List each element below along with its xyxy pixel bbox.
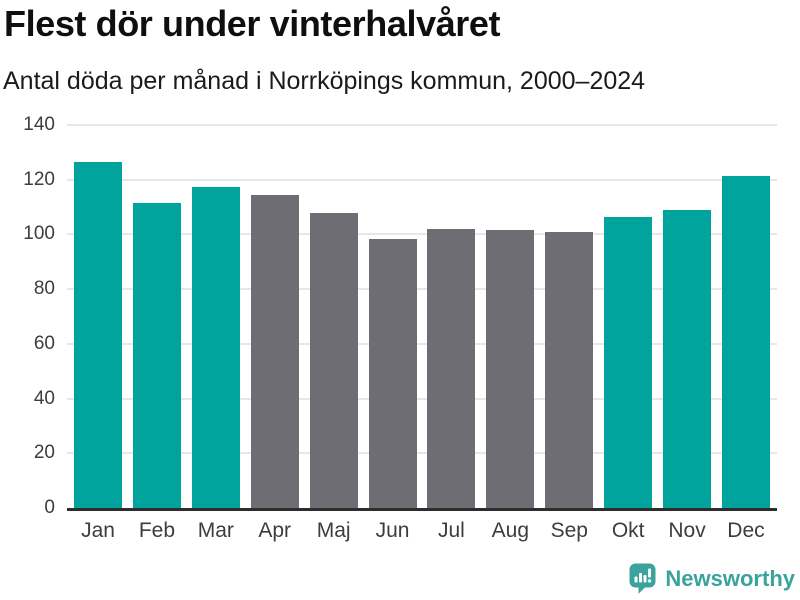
bar-jul	[427, 228, 476, 508]
y-tick-label-60: 60	[33, 332, 55, 354]
x-label-mar: Mar	[197, 519, 234, 542]
gridline-100	[67, 233, 777, 236]
y-tick-label-120: 120	[23, 168, 55, 190]
x-label-apr: Apr	[258, 519, 292, 542]
brand-name: Newsworthy	[665, 565, 795, 591]
bar-nov	[663, 209, 712, 508]
y-tick-label-20: 20	[33, 442, 55, 464]
bar-jan	[74, 161, 122, 508]
x-label-nov: Nov	[668, 519, 706, 542]
bars-layer	[74, 125, 770, 508]
chart-title: Flest dör under vinterhalvåret	[4, 3, 501, 44]
y-axis-labels: 0 20 40 60 80 100 120 140	[0, 115, 55, 517]
bar-aug	[486, 230, 535, 508]
x-label-sep: Sep	[550, 519, 588, 542]
x-label-jun: Jun	[375, 519, 410, 542]
gridline-120	[67, 178, 777, 181]
bar-feb	[132, 202, 181, 508]
bar-jun	[368, 238, 417, 508]
gridline-60	[67, 342, 777, 345]
x-label-okt: Okt	[611, 519, 645, 542]
gridline-20	[67, 452, 777, 455]
x-label-maj: Maj	[316, 519, 351, 542]
x-label-jul: Jul	[438, 519, 465, 542]
chart-subtitle: Antal döda per månad i Norrköpings kommu…	[3, 67, 646, 95]
bar-sep	[545, 231, 594, 508]
x-label-dec: Dec	[727, 519, 765, 542]
gridline-80	[67, 288, 777, 291]
y-tick-label-0: 0	[44, 497, 55, 519]
gridline-40	[67, 397, 777, 400]
x-label-aug: Aug	[491, 519, 530, 542]
x-label-feb: Feb	[138, 519, 175, 542]
bar-mar	[191, 186, 240, 508]
y-tick-label-80: 80	[33, 278, 55, 300]
bar-okt	[604, 216, 653, 508]
bar-maj	[309, 212, 358, 508]
y-tick-label-100: 100	[23, 223, 55, 245]
x-label-jan: Jan	[81, 519, 115, 542]
newsworthy-logo-icon	[629, 563, 656, 594]
x-axis-labels: Jan Feb Mar Apr Maj Jun Jul Aug Sep Okt Nov Dec	[74, 518, 770, 543]
y-tick-label-140: 140	[23, 114, 55, 136]
gridline-140	[67, 124, 777, 126]
plot-area	[67, 124, 777, 511]
bar-apr	[250, 194, 299, 508]
y-tick-label-40: 40	[33, 387, 55, 409]
bar-dec	[721, 175, 770, 508]
brand-footer: Newsworthy	[629, 563, 795, 594]
